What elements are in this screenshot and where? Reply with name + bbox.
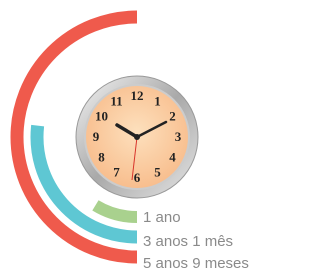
clock-numeral: 5 <box>154 164 161 179</box>
clock-numeral: 2 <box>169 108 176 123</box>
value-label: 3 anos 1 mês <box>143 233 233 250</box>
clock-numeral: 7 <box>113 164 120 179</box>
clock-numeral: 4 <box>169 149 176 164</box>
value-label: 1 ano <box>143 209 181 226</box>
clock-numeral: 1 <box>154 93 161 108</box>
clock-numeral: 9 <box>93 129 100 144</box>
clock-numeral: 12 <box>131 88 144 103</box>
clock-numeral: 10 <box>95 108 108 123</box>
clock-numeral: 11 <box>110 93 122 108</box>
arc-bar <box>95 205 137 217</box>
clock-numeral: 3 <box>175 129 182 144</box>
value-label: 5 anos 9 meses <box>143 255 249 272</box>
page: {"chart_data": {"type": "radial-bar", "c… <box>0 0 276 273</box>
clock-numeral: 6 <box>134 170 141 185</box>
clock-pin <box>134 134 140 140</box>
clock-numeral: 8 <box>98 149 105 164</box>
